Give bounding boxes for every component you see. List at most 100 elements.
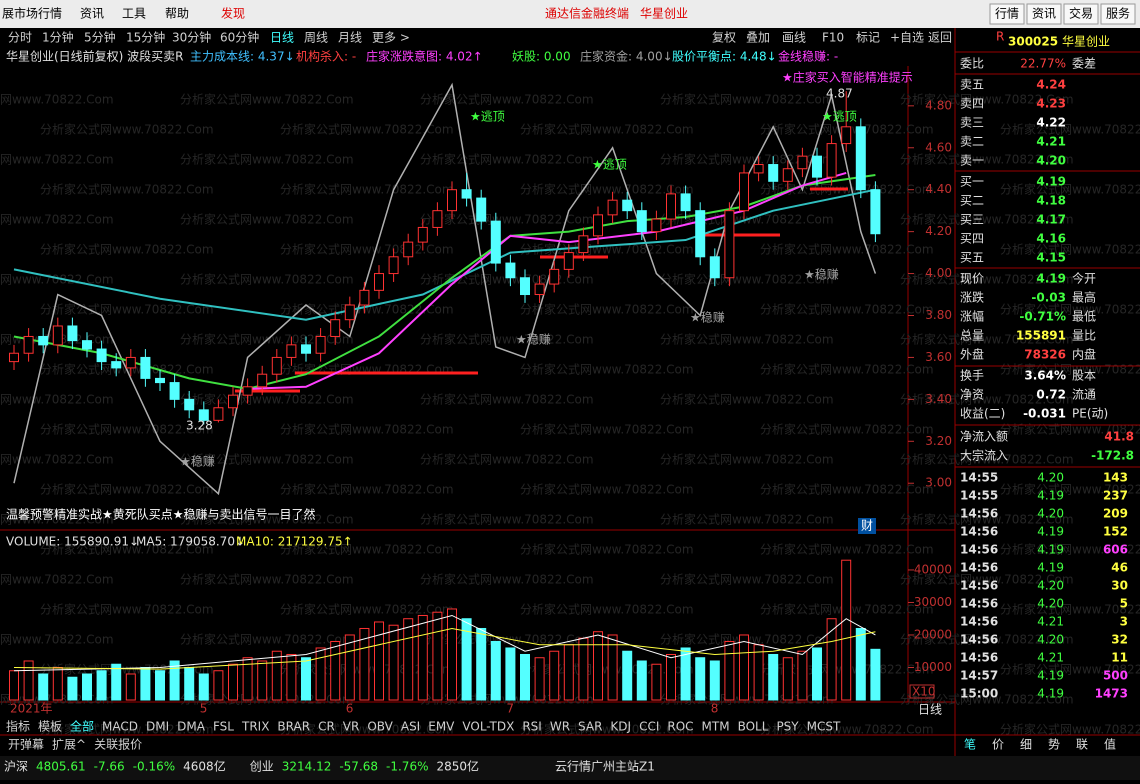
indicator-value: 妖股: 0.00 bbox=[512, 50, 571, 64]
indicator-tab[interactable]: VR bbox=[343, 720, 360, 734]
indicator-tab[interactable]: 指标 bbox=[6, 719, 30, 734]
watermark: 分析家公式网www.70822.Com bbox=[180, 632, 354, 647]
period-tab[interactable]: 60分钟 bbox=[220, 30, 259, 45]
extra-tab[interactable]: 关联报价 bbox=[94, 737, 142, 752]
watermark: 分析家公式网www.70822.Com bbox=[660, 92, 834, 107]
indicator-tab[interactable]: 全部 bbox=[70, 719, 94, 734]
indicator-tab[interactable]: ASI bbox=[401, 720, 420, 734]
candle-body bbox=[447, 189, 457, 212]
indicator-tab[interactable]: TRIX bbox=[241, 720, 269, 734]
quote-label: 买四 bbox=[960, 232, 984, 246]
menu-button-label[interactable]: 行情 bbox=[995, 7, 1019, 21]
period-tab[interactable]: 月线 bbox=[338, 31, 362, 45]
trade-price: 4.21 bbox=[1037, 651, 1064, 665]
quote-tab[interactable]: 势 bbox=[1048, 738, 1060, 752]
indicator-tab[interactable]: SAR bbox=[578, 720, 602, 734]
indicator-tab[interactable]: DMI bbox=[146, 720, 169, 734]
volume-bar bbox=[140, 666, 151, 701]
watermark: 分析家公式网www.70822.Com bbox=[0, 212, 114, 227]
period-tab[interactable]: 1分钟 bbox=[42, 30, 74, 45]
menu-button[interactable] bbox=[1063, 3, 1099, 25]
toolbar-button[interactable]: F10 bbox=[822, 31, 844, 45]
indicator-tab[interactable]: MCST bbox=[807, 720, 841, 734]
volume-bar bbox=[739, 634, 749, 701]
toolbar-button[interactable]: 标记 bbox=[856, 31, 880, 45]
watermark: 分析家公式网www.70822.Com bbox=[40, 542, 214, 557]
menu-item[interactable]: 工具 bbox=[122, 7, 146, 21]
period-tab[interactable]: 日线 bbox=[270, 31, 294, 45]
menu-button-label[interactable]: 交易 bbox=[1069, 6, 1093, 21]
period-tab[interactable]: 15分钟 bbox=[126, 30, 165, 45]
indicator-tab[interactable]: OBV bbox=[367, 720, 393, 734]
quote-tab[interactable]: 联 bbox=[1076, 738, 1088, 752]
trade-price: 4.19 bbox=[1037, 489, 1064, 503]
menu-item[interactable]: 帮助 bbox=[165, 7, 189, 21]
indicator-tab[interactable]: FSL bbox=[213, 720, 234, 734]
period-tab[interactable]: 更多 > bbox=[372, 31, 410, 45]
volume-bar bbox=[242, 657, 253, 701]
menu-button[interactable] bbox=[989, 3, 1025, 25]
trade-time: 14:56 bbox=[960, 507, 998, 521]
candle-body bbox=[417, 226, 428, 243]
extra-tab[interactable]: 开弹幕 bbox=[8, 738, 44, 752]
indicator-tab[interactable]: DMA bbox=[177, 720, 206, 734]
volume-bar bbox=[82, 673, 92, 701]
quote-label: 涨幅 bbox=[960, 309, 984, 324]
quote-value: 78326 bbox=[1024, 348, 1066, 362]
indicator-tab[interactable]: VOL-TDX bbox=[462, 720, 514, 734]
watermark: 分析家公式网www.70822.Com bbox=[280, 302, 454, 317]
period-tab[interactable]: 分时 bbox=[8, 31, 32, 45]
indicator-tab[interactable]: MACD bbox=[102, 720, 138, 734]
menu-button-label[interactable]: 资讯 bbox=[1032, 7, 1056, 21]
extra-tab[interactable]: 扩展^ bbox=[52, 738, 86, 752]
indicator-tab[interactable]: PSY bbox=[776, 720, 799, 734]
menu-item[interactable]: 发现 bbox=[221, 6, 245, 21]
menu-button[interactable] bbox=[1026, 3, 1062, 25]
indicator-tab[interactable]: ROC bbox=[667, 720, 693, 734]
volume-bar bbox=[622, 650, 633, 701]
quote-label: 买五 bbox=[960, 251, 984, 265]
watermark: 分析家公式网www.70822.Com bbox=[40, 602, 214, 617]
quote-tab[interactable]: 价 bbox=[992, 738, 1004, 752]
quote-tab[interactable]: 笔 bbox=[964, 737, 976, 752]
indicator-tab[interactable]: BRAR bbox=[277, 720, 310, 734]
indicator-tab[interactable]: CCI bbox=[639, 720, 659, 734]
toolbar-button[interactable]: +自选 bbox=[890, 31, 924, 45]
indicator-tab[interactable]: CR bbox=[318, 720, 335, 734]
indicator-tab[interactable]: RSI bbox=[522, 720, 542, 734]
indicator-tab[interactable]: KDJ bbox=[610, 720, 631, 734]
menu-button[interactable] bbox=[1100, 3, 1136, 25]
indicator-value: 金线稳赚: - bbox=[778, 49, 838, 64]
candle-body bbox=[578, 235, 589, 254]
menu-item[interactable]: 资讯 bbox=[80, 7, 104, 21]
watermark: 分析家公式网www.70822.Com bbox=[180, 452, 354, 467]
indicator-tab[interactable]: MTM bbox=[702, 720, 730, 734]
period-tab[interactable]: 周线 bbox=[304, 31, 328, 45]
indicator-tab[interactable]: BOLL bbox=[738, 720, 769, 734]
candle-body bbox=[198, 409, 209, 421]
badge: 财 bbox=[861, 519, 873, 533]
trade-price: 4.20 bbox=[1037, 507, 1064, 521]
toolbar-button[interactable]: 返回 bbox=[928, 31, 952, 45]
watermark: 分析家公式网www.70822.Com bbox=[1000, 722, 1140, 737]
quote-tab[interactable]: 值 bbox=[1104, 737, 1116, 752]
watermark: 分析家公式网www.70822.Com bbox=[0, 512, 114, 527]
menu-item[interactable]: 展市场行情 bbox=[2, 6, 62, 21]
indicator-tab[interactable]: EMV bbox=[428, 720, 455, 734]
quote-price: 4.22 bbox=[1036, 116, 1066, 130]
menu-button-label[interactable]: 服务 bbox=[1106, 6, 1130, 21]
indicator-tab[interactable]: WR bbox=[550, 720, 570, 734]
toolbar-button[interactable]: 画线 bbox=[782, 31, 806, 45]
quote-label: 委比 bbox=[960, 57, 984, 71]
period-tab[interactable]: 5分钟 bbox=[84, 30, 116, 45]
watermark: 分析家公式网www.70822.Com bbox=[660, 272, 834, 287]
toolbar-button[interactable]: 复权 bbox=[712, 31, 736, 45]
candle-body bbox=[301, 344, 311, 354]
toolbar-button[interactable]: 叠加 bbox=[746, 31, 770, 45]
quote-tab[interactable]: 细 bbox=[1020, 738, 1032, 752]
candle-body bbox=[242, 386, 253, 396]
period-tab[interactable]: 30分钟 bbox=[172, 30, 211, 45]
y-tick-label: 3.80 bbox=[925, 308, 952, 322]
indicator-tab[interactable]: 模板 bbox=[38, 720, 62, 734]
status-item: 4608亿 bbox=[183, 759, 226, 774]
